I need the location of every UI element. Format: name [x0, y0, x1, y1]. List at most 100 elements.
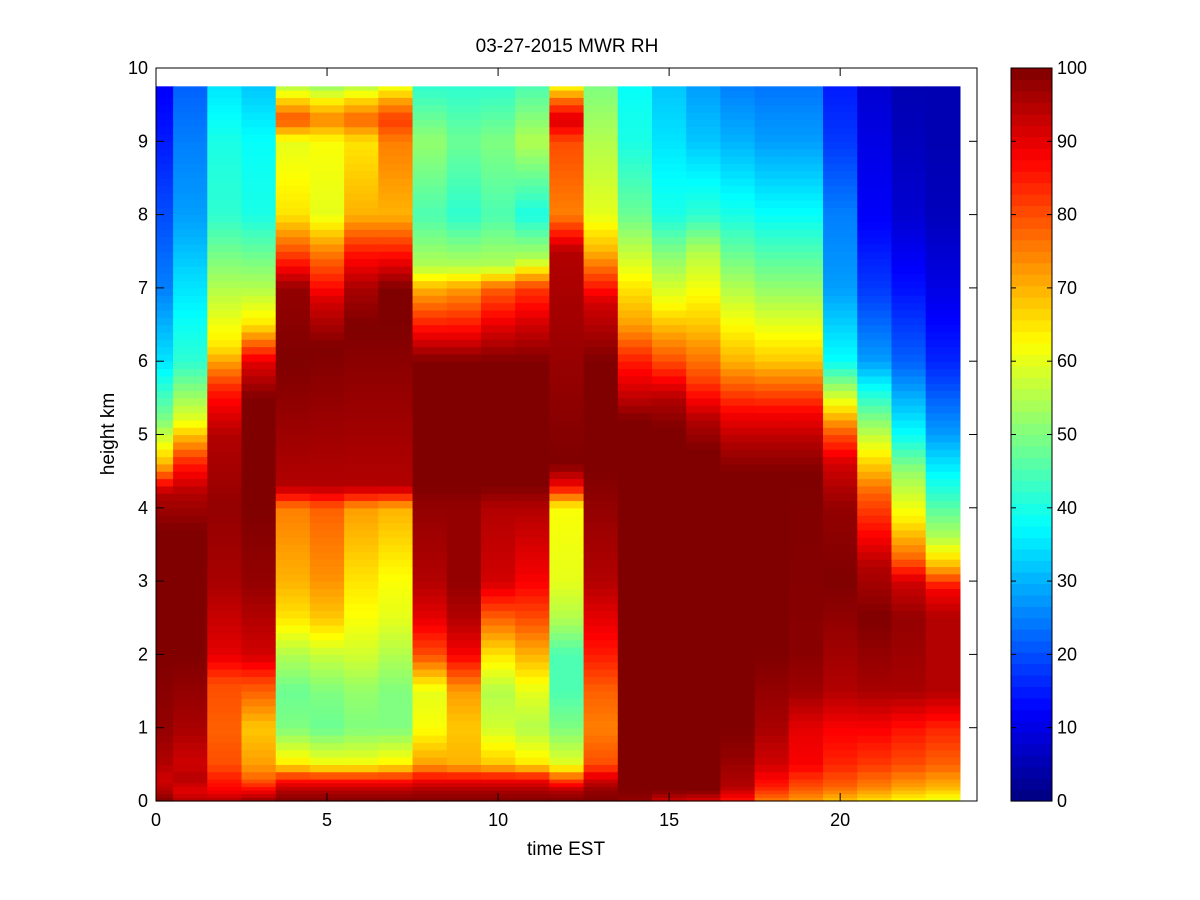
heatmap-cell [891, 390, 927, 399]
heatmap-cell [515, 280, 550, 289]
heatmap-cell [652, 155, 687, 164]
heatmap-cell [207, 639, 243, 648]
heatmap-cell [480, 111, 516, 120]
heatmap-cell [617, 771, 653, 780]
heatmap-cell [891, 331, 927, 340]
heatmap-cell [549, 588, 585, 597]
heatmap-cell [378, 544, 414, 553]
heatmap-cell [686, 727, 722, 736]
heatmap-cell [446, 236, 482, 245]
heatmap-cell [823, 97, 858, 106]
heatmap-cell [788, 302, 824, 311]
heatmap-cell [412, 119, 448, 128]
heatmap-cell [857, 720, 893, 729]
heatmap-cell [823, 757, 858, 765]
colorbar-strip [1011, 675, 1052, 688]
heatmap-cell [857, 229, 893, 238]
heatmap-cell [480, 280, 516, 289]
heatmap-cell [156, 588, 174, 597]
heatmap-cell [309, 595, 345, 604]
heatmap-cell [241, 764, 277, 773]
heatmap-cell [754, 324, 790, 333]
heatmap-cell [754, 705, 790, 714]
heatmap-cell [617, 500, 653, 509]
heatmap-cell [173, 749, 208, 758]
heatmap-cell [788, 537, 824, 546]
heatmap-cell [378, 331, 414, 340]
heatmap-cell [446, 786, 482, 791]
heatmap-cell [788, 727, 824, 736]
heatmap-cell [549, 383, 585, 392]
heatmap-cell [686, 331, 722, 340]
heatmap-cell [378, 661, 414, 670]
heatmap-cell [925, 537, 961, 546]
heatmap-cell [925, 797, 961, 802]
heatmap-cell [549, 353, 585, 362]
heatmap-cell [207, 346, 243, 355]
heatmap-cell [207, 691, 243, 699]
heatmap-cell [156, 441, 174, 450]
heatmap-cell [446, 258, 482, 267]
heatmap-cell [309, 581, 345, 590]
heatmap-cell [412, 757, 448, 765]
colorbar-strip [1011, 606, 1052, 619]
heatmap-cell [173, 214, 208, 223]
heatmap-cell [788, 544, 824, 553]
heatmap-cell [344, 669, 379, 677]
heatmap-cell [925, 390, 961, 399]
colorbar-strip [1011, 297, 1052, 310]
heatmap-cell [891, 148, 927, 157]
heatmap-cell [378, 375, 414, 384]
heatmap-cell [275, 771, 311, 780]
colorbar-strip [1011, 377, 1052, 390]
heatmap-cell [925, 133, 961, 142]
heatmap-cell [241, 361, 277, 370]
heatmap-cell [617, 353, 653, 362]
heatmap-cell [891, 493, 927, 502]
heatmap-cell [480, 236, 516, 245]
heatmap-cell [788, 207, 824, 216]
heatmap-cell [652, 625, 687, 634]
heatmap-cell [925, 573, 961, 582]
heatmap-cell [788, 163, 824, 172]
heatmap-cell [754, 280, 790, 289]
heatmap-cell [857, 581, 893, 590]
heatmap-cell [652, 463, 687, 472]
heatmap-cell [857, 683, 893, 692]
heatmap-cell [275, 782, 311, 787]
heatmap-cell [549, 493, 585, 502]
heatmap-cell [754, 683, 790, 692]
heatmap-cell [515, 86, 550, 91]
heatmap-cell [378, 683, 414, 692]
heatmap-cell [857, 610, 893, 619]
heatmap-cell [515, 97, 550, 106]
heatmap-cell [515, 456, 550, 465]
heatmap-cell [652, 361, 687, 370]
heatmap-cell [891, 324, 927, 333]
heatmap-cell [925, 713, 961, 721]
heatmap-cell [344, 97, 379, 106]
colorbar-strip [1011, 640, 1052, 653]
heatmap-cell [754, 735, 790, 743]
heatmap-cell [412, 331, 448, 340]
heatmap-cell [617, 617, 653, 626]
heatmap-cell [173, 742, 208, 751]
heatmap-cell [823, 427, 858, 436]
heatmap-cell [754, 97, 790, 106]
heatmap-cell [480, 434, 516, 443]
colorbar-strip [1011, 136, 1052, 149]
heatmap-cell [309, 742, 345, 751]
heatmap-cell [378, 199, 414, 208]
heatmap-cell [925, 705, 961, 714]
heatmap-cell [515, 610, 550, 619]
heatmap-cell [344, 705, 379, 714]
heatmap-cell [515, 214, 550, 223]
heatmap-cell [156, 786, 174, 791]
heatmap-cell [275, 185, 311, 194]
heatmap-cell [173, 779, 208, 784]
heatmap-cell [891, 177, 927, 186]
heatmap-cell [857, 647, 893, 655]
heatmap-cell [583, 551, 619, 560]
heatmap-cell [549, 617, 585, 626]
heatmap-cell [925, 507, 961, 516]
